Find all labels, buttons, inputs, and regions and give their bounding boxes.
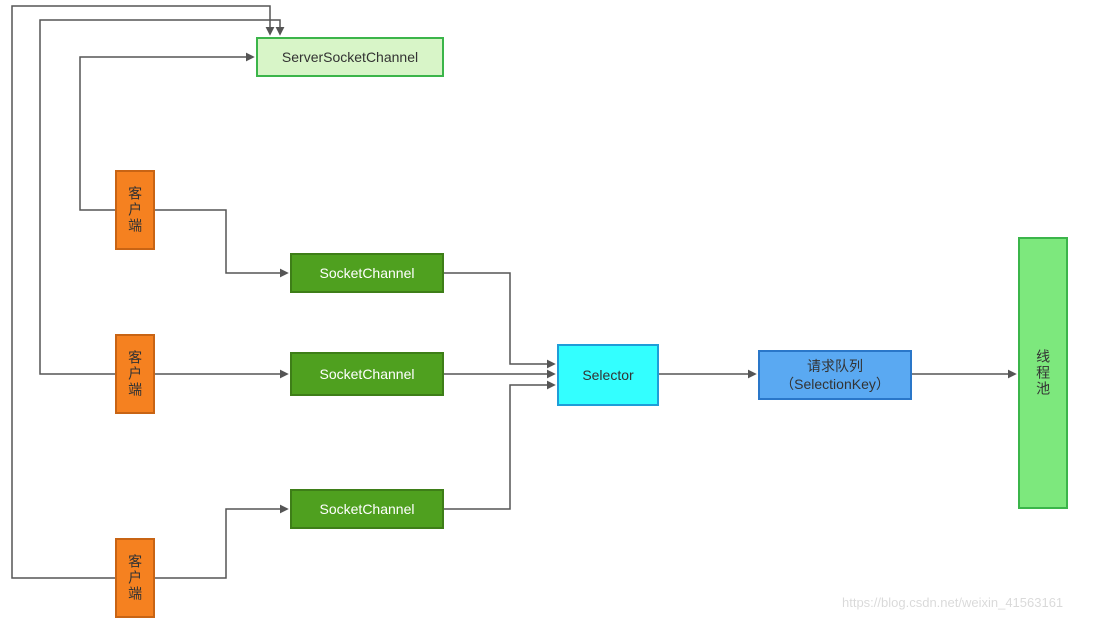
server-socket-channel-node: ServerSocketChannel — [256, 37, 444, 77]
server-socket-channel-label: ServerSocketChannel — [282, 48, 418, 66]
socket-channel1-node: SocketChannel — [290, 253, 444, 293]
watermark-text: https://blog.csdn.net/weixin_41563161 — [842, 595, 1063, 610]
selector-node: Selector — [557, 344, 659, 406]
client3-label: 客户端 — [126, 554, 144, 602]
client3-node: 客户端 — [115, 538, 155, 618]
client2-node: 客户端 — [115, 334, 155, 414]
socket-channel2-label: SocketChannel — [320, 365, 415, 383]
socket-channel3-label: SocketChannel — [320, 500, 415, 518]
connections-layer — [0, 0, 1094, 617]
socket-channel1-label: SocketChannel — [320, 264, 415, 282]
client1-node: 客户端 — [115, 170, 155, 250]
socket-channel2-node: SocketChannel — [290, 352, 444, 396]
socket-channel3-node: SocketChannel — [290, 489, 444, 529]
thread-pool-label: 线程池 — [1034, 349, 1052, 397]
client1-label: 客户端 — [126, 186, 144, 234]
selector-label: Selector — [582, 366, 633, 384]
request-queue-label: 请求队列（SelectionKey） — [760, 357, 910, 393]
request-queue-node: 请求队列（SelectionKey） — [758, 350, 912, 400]
thread-pool-node: 线程池 — [1018, 237, 1068, 509]
client2-label: 客户端 — [126, 350, 144, 398]
